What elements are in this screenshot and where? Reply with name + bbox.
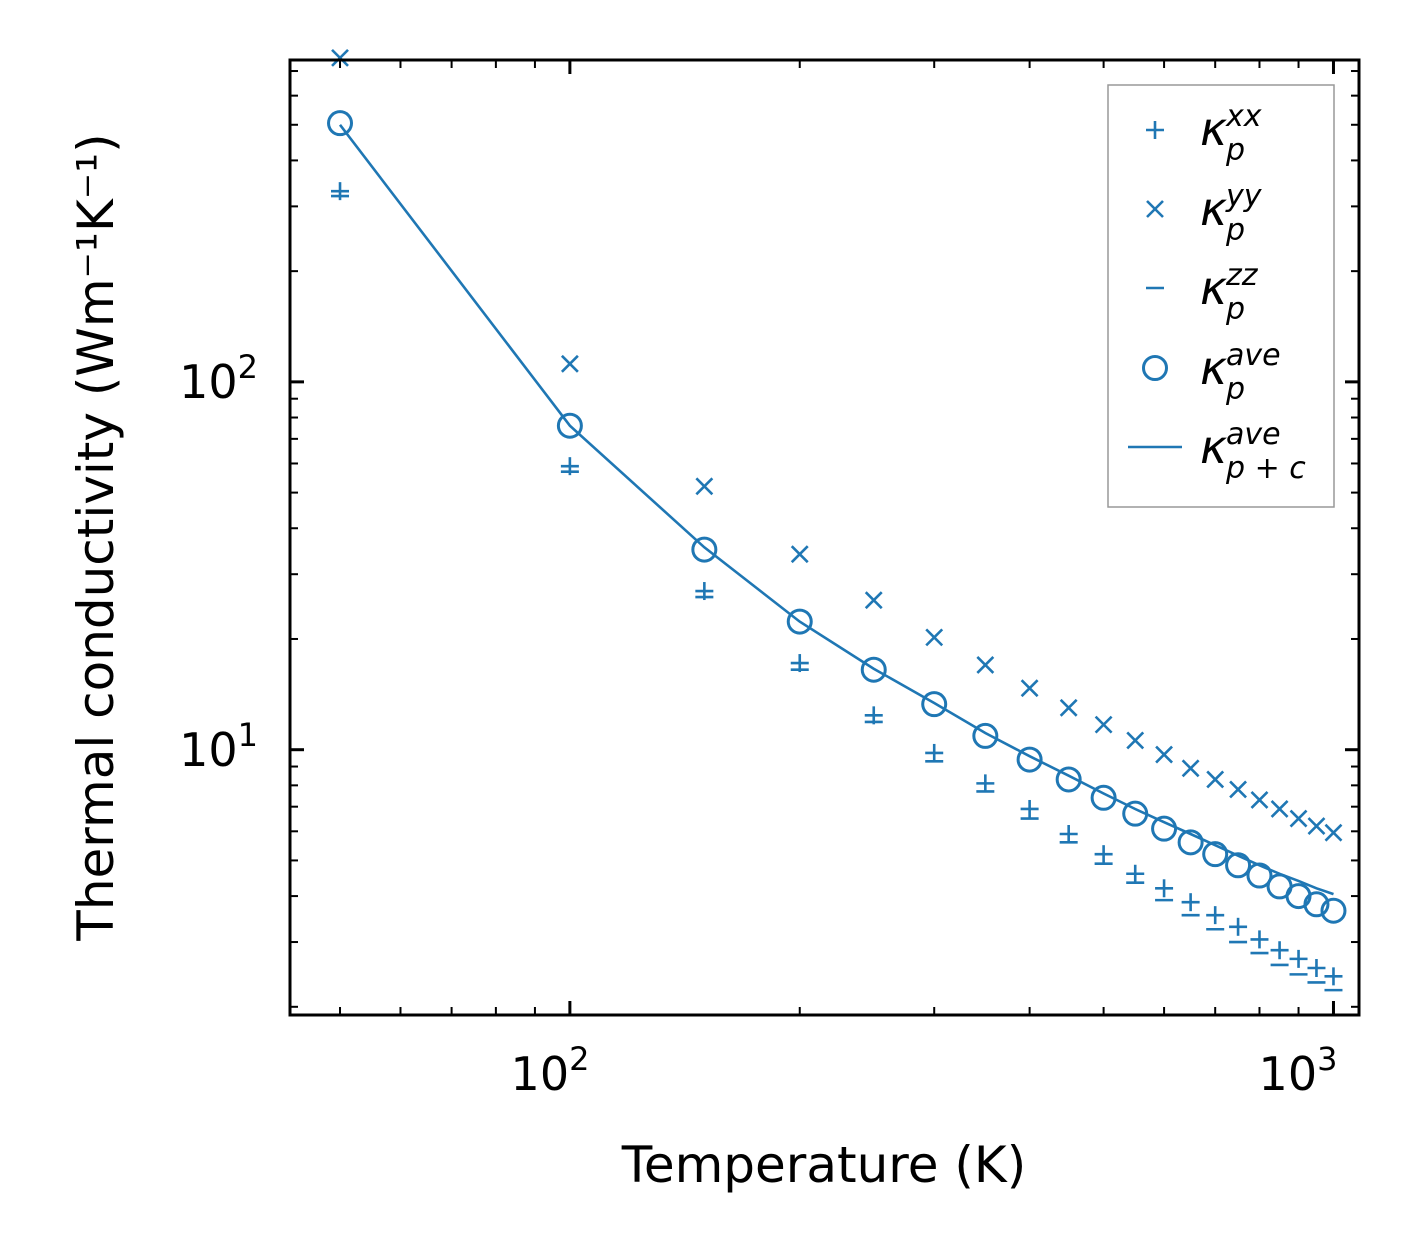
- point-kyy-900: [1289, 809, 1308, 828]
- point-kave-950: [1303, 891, 1330, 918]
- y-axis-label: Thermal conductivity (Wm⁻¹K⁻¹): [67, 133, 125, 941]
- point-kyy-950: [1307, 817, 1326, 835]
- point-kyy-100: [560, 354, 579, 373]
- point-kyy-650: [1181, 759, 1200, 778]
- point-kave-200: [786, 608, 813, 635]
- legend-label-kyy: κyy p: [1200, 179, 1263, 248]
- point-kxx-900: [1289, 949, 1308, 968]
- legend-label-kxx: κxx p: [1200, 99, 1262, 168]
- point-kyy-250: [864, 591, 883, 610]
- point-kyy-550: [1126, 731, 1145, 750]
- point-kave-400: [1016, 746, 1043, 773]
- point-kxx-350: [976, 774, 995, 793]
- point-kave-100: [556, 412, 583, 439]
- y-tick-label-100: 102: [179, 348, 258, 409]
- point-kxx-600: [1155, 879, 1174, 898]
- legend-label-kzz: κzz p: [1200, 258, 1259, 327]
- point-kyy-50: [331, 48, 349, 67]
- series-kzz: [331, 194, 1343, 992]
- legend-marker-kave: [1142, 355, 1168, 381]
- x-tick-label-1000: 103: [1259, 1040, 1338, 1101]
- point-kyy-350: [976, 656, 995, 674]
- series-kyy: [331, 48, 1343, 842]
- legend-frame: [1107, 84, 1335, 508]
- point-kyy-150: [695, 477, 714, 496]
- point-kxx-300: [925, 743, 944, 762]
- major-ticks: [290, 60, 1359, 1015]
- point-kxx-750: [1229, 917, 1248, 936]
- point-kxx-700: [1206, 906, 1225, 925]
- plot-frame: [288, 58, 1361, 1017]
- point-kxx-1000: [1324, 967, 1343, 986]
- point-kyy-400: [1020, 679, 1039, 698]
- point-kxx-400: [1020, 799, 1039, 818]
- point-kxx-850: [1270, 941, 1289, 960]
- x-tick-label-100: 102: [511, 1040, 590, 1101]
- point-kxx-800: [1250, 930, 1269, 949]
- x-axis-label: Temperature (K): [621, 1136, 1026, 1194]
- legend-marker-kyy: [1146, 200, 1164, 218]
- point-kyy-800: [1250, 791, 1269, 809]
- point-kyy-700: [1206, 770, 1225, 789]
- series-kxx: [331, 182, 1343, 986]
- point-kxx-650: [1181, 893, 1200, 912]
- point-kave-450: [1055, 766, 1082, 793]
- point-kyy-200: [790, 545, 809, 564]
- point-kxx-950: [1307, 958, 1326, 977]
- y-tick-label-10: 101: [179, 716, 258, 777]
- point-kave-250: [860, 656, 887, 683]
- point-kyy-300: [925, 628, 944, 647]
- point-kave-650: [1177, 829, 1204, 856]
- series-kave: [327, 110, 1347, 924]
- point-kave-1000: [1320, 897, 1347, 924]
- legend-label-kave: κave p: [1200, 338, 1281, 407]
- point-kyy-1000: [1324, 823, 1343, 842]
- point-kxx-50: [331, 182, 350, 201]
- point-kyy-750: [1229, 780, 1247, 799]
- point-kxx-550: [1126, 864, 1145, 883]
- series-line-kave_pc: [338, 124, 1334, 896]
- point-kave-50: [327, 110, 354, 137]
- point-kxx-500: [1094, 845, 1113, 864]
- legend-label-kave-pc: κave p + c: [1200, 417, 1306, 486]
- point-kxx-450: [1059, 824, 1078, 843]
- series-layer: [327, 48, 1347, 992]
- point-kyy-450: [1059, 698, 1078, 717]
- point-kave-350: [972, 722, 999, 749]
- point-kyy-600: [1155, 745, 1173, 764]
- point-kave-750: [1225, 852, 1252, 879]
- point-kave-300: [921, 691, 948, 718]
- point-kyy-500: [1094, 715, 1113, 734]
- point-kave-700: [1202, 841, 1229, 868]
- point-kave-150: [691, 536, 718, 563]
- legend: κxx p κyy p κzz p κave p κave p + c: [1107, 84, 1335, 508]
- legend-marker-kxx: [1146, 121, 1164, 139]
- point-kyy-850: [1270, 800, 1289, 818]
- legend-markers: [1128, 121, 1182, 449]
- point-kave-600: [1151, 815, 1178, 842]
